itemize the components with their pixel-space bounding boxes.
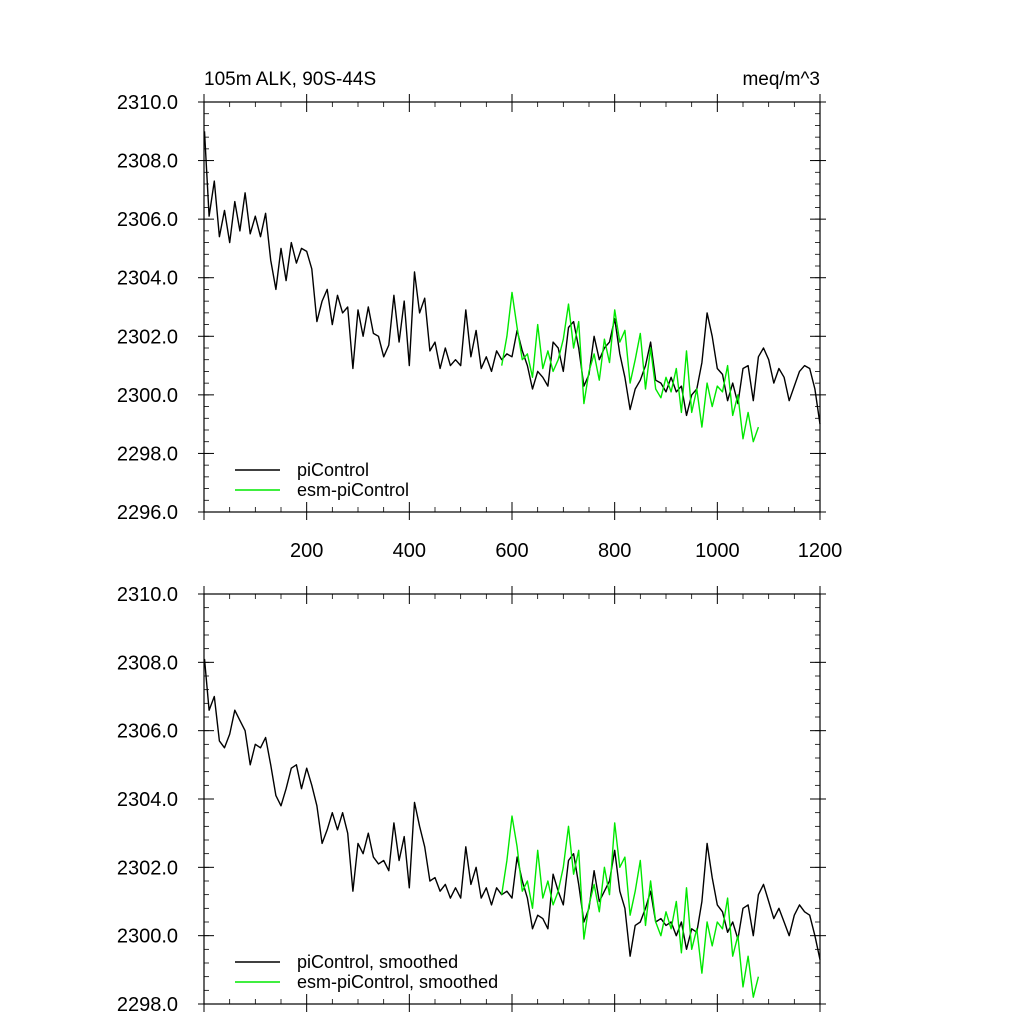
x-tick-label: 400 <box>393 540 426 562</box>
x-tick-label: 1000 <box>695 540 740 562</box>
y-tick-label: 2298.0 <box>117 994 178 1016</box>
top-panel-units: meq/m^3 <box>742 69 820 90</box>
y-tick-label: 2298.0 <box>117 443 178 465</box>
y-tick-label: 2304.0 <box>117 789 178 811</box>
y-tick-label: 2308.0 <box>117 652 178 674</box>
bottom-panel-legend: piControl, smoothed esm-piControl, smoot… <box>235 952 498 992</box>
top-panel-legend: piControl esm-piControl <box>235 460 409 500</box>
y-tick-label: 2306.0 <box>117 721 178 743</box>
y-tick-label: 2308.0 <box>117 151 178 173</box>
y-tick-label: 2296.0 <box>117 502 178 524</box>
legend-label-esm-picontrol-smoothed: esm-piControl, smoothed <box>297 972 498 992</box>
y-tick-label: 2300.0 <box>117 926 178 948</box>
top-panel-plot-area <box>203 131 821 443</box>
top-panel-title: 105m ALK, 90S-44S <box>204 69 376 90</box>
y-tick-label: 2310.0 <box>117 584 178 606</box>
series-line-picontrol-smoothed <box>203 658 821 960</box>
y-tick-label: 2302.0 <box>117 326 178 348</box>
y-tick-label: 2302.0 <box>117 857 178 879</box>
bottom-panel: 2298.0 2300.0 2302.0 2304.0 2306.0 2308.0 2310… <box>117 584 826 1016</box>
x-tick-label: 200 <box>290 540 323 562</box>
bottom-panel-frame <box>203 593 821 1005</box>
x-tick-label: 600 <box>495 540 528 562</box>
x-tick-label: 800 <box>598 540 631 562</box>
top-panel: 105m ALK, 90S-44S meq/m^3 2296.0 2298.0 23… <box>117 69 842 562</box>
y-tick-label: 2300.0 <box>117 385 178 407</box>
y-tick-label: 2306.0 <box>117 209 178 231</box>
series-line-esm-picontrol-smoothed <box>501 815 760 998</box>
series-line-esm-picontrol <box>501 291 760 443</box>
y-tick-label: 2304.0 <box>117 268 178 290</box>
bottom-panel-ticks: 2298.0 2300.0 2302.0 2304.0 2306.0 2308.0 2310… <box>117 584 826 1016</box>
legend-label-picontrol-smoothed: piControl, smoothed <box>297 952 458 972</box>
y-tick-label: 2310.0 <box>117 92 178 114</box>
top-panel-frame <box>203 101 821 513</box>
series-line-picontrol <box>203 131 821 425</box>
bottom-panel-plot-area <box>203 658 821 998</box>
x-tick-label: 1200 <box>798 540 843 562</box>
top-panel-ticks: 2296.0 2298.0 2300.0 2302.0 2304.0 2306.0 2308… <box>117 92 842 562</box>
legend-label-esm-picontrol: esm-piControl <box>297 480 409 500</box>
legend-label-picontrol: piControl <box>297 460 369 480</box>
